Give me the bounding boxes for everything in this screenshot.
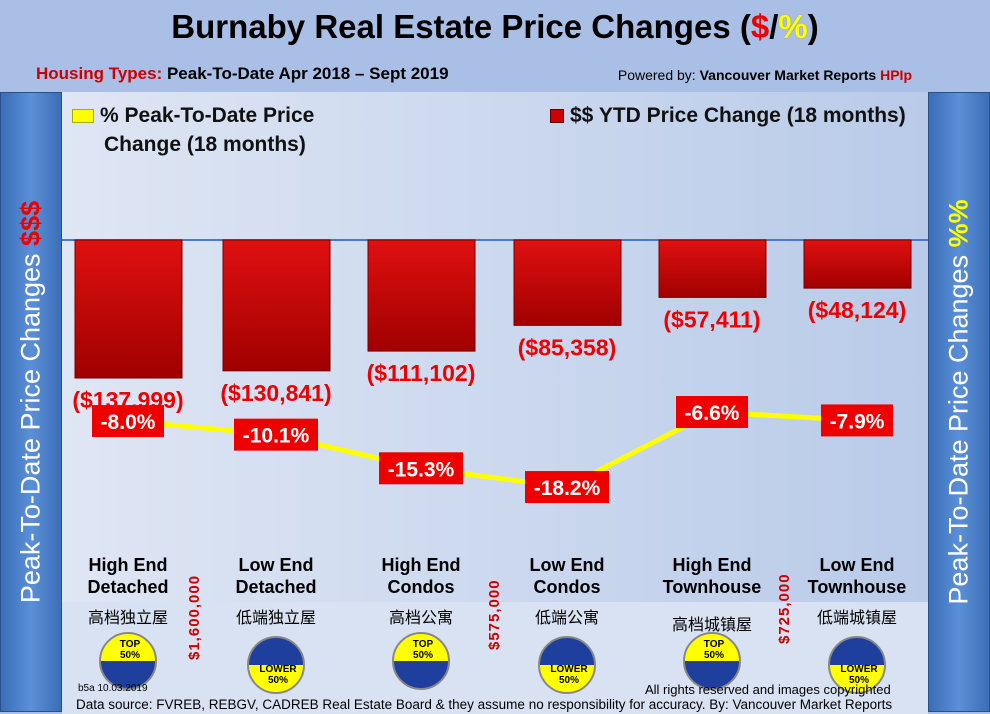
bar [803, 239, 912, 289]
bar [222, 239, 331, 372]
legend-line-swatch [72, 109, 94, 124]
category-label: Low End Detached [235, 555, 317, 597]
bar-label: ($48,124) [808, 297, 906, 323]
version-text: b5a 10.03.2019 [78, 683, 148, 694]
bottom-panel [62, 602, 928, 714]
left-axis-panel: Peak-To-Date Price Changes $$$ [0, 92, 62, 712]
pct-label: -7.9% [830, 410, 885, 433]
pct-label-box [525, 471, 609, 504]
bar-label: ($57,411) [663, 306, 760, 332]
pct-label: -18.2% [534, 477, 601, 500]
pct-label-box [92, 405, 164, 438]
pct-label: -15.3% [388, 458, 455, 481]
bar [513, 239, 622, 326]
lower-50-badge: LOWER 50% [538, 636, 596, 694]
pct-label-box [234, 418, 318, 451]
category-label: Low End Condos [529, 555, 605, 597]
bar [658, 239, 767, 298]
bar-label: ($111,102) [367, 360, 476, 386]
legend-bar-swatch [550, 109, 564, 124]
bar-label: ($130,841) [220, 380, 331, 406]
price-threshold: $1,600,000 [186, 574, 203, 660]
source-text: Data source: FVREB, REBGV, CADREB Real E… [76, 697, 893, 712]
pct-label-box [676, 396, 748, 429]
pct-label-box [821, 404, 893, 437]
top-50-badge: TOP 50% [392, 632, 450, 690]
category-label: High End Condos [381, 555, 461, 597]
subtitle: Housing Types: Peak-To-Date Apr 2018 – S… [36, 64, 449, 83]
category-label: High End Townhouse [662, 555, 762, 597]
category-label-zh: 高档城镇屋 [671, 617, 752, 634]
category-label: High End Detached [87, 555, 169, 597]
category-label-zh: 低端独立屋 [235, 610, 316, 627]
pct-label: -8.0% [101, 411, 156, 434]
plot-area [62, 92, 928, 602]
price-threshold: $725,000 [776, 573, 793, 644]
lower-50-badge: LOWER 50% [247, 636, 305, 694]
rights-text: All rights reserved and images copyright… [645, 682, 891, 697]
pct-label: -10.1% [243, 425, 310, 448]
pct-label: -6.6% [685, 402, 740, 425]
category-label: Low End Townhouse [807, 555, 907, 597]
category-label-zh: 低端公寓 [534, 610, 599, 627]
bar [74, 239, 183, 379]
lower-50-badge: LOWER 50% [828, 636, 886, 694]
bar-label: ($85,358) [518, 334, 616, 360]
legend-bar: $$ YTD Price Change (18 months) [550, 104, 906, 128]
chart-title: Burnaby Real Estate Price Changes ($/%) [171, 8, 819, 45]
bar [367, 239, 476, 352]
top-50-badge: TOP 50% [99, 632, 157, 690]
top-50-badge: TOP 50% [683, 632, 741, 690]
category-label-zh: 低端城镇屋 [816, 610, 897, 627]
legend-line: % Peak-To-Date Price Change (18 months) [72, 104, 314, 162]
category-label-zh: 高档独立屋 [87, 610, 168, 627]
pct-label-box [379, 452, 463, 485]
category-label-zh: 高档公寓 [388, 610, 453, 627]
price-threshold: $575,000 [486, 579, 503, 650]
powered-by: Powered by: Vancouver Market Reports HPI… [617, 67, 912, 83]
